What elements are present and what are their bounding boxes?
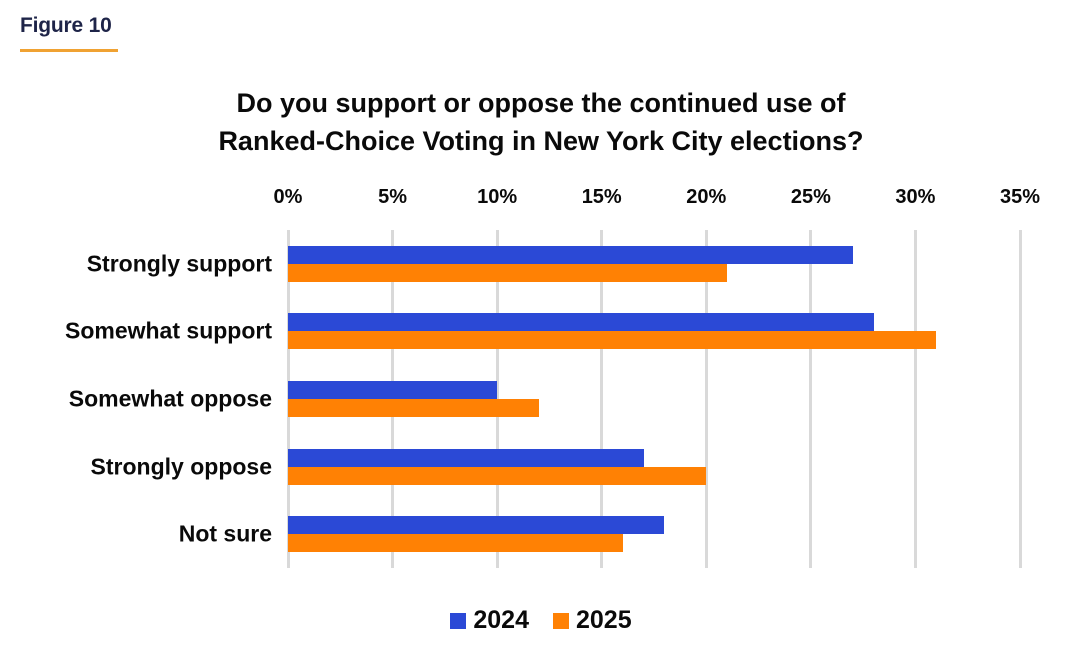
bar-2024-strongly-support (288, 245, 853, 264)
legend-swatch-2025 (553, 612, 569, 629)
gridline-15% (600, 230, 604, 568)
x-axis-tick-5%: 5% (378, 186, 408, 208)
bar-2024-not-sure (288, 516, 665, 535)
category-label: Somewhat support (64, 317, 272, 344)
bar-2025-strongly-support (288, 263, 728, 282)
bar-2024-somewhat-oppose (288, 381, 498, 399)
bar-2024-strongly-oppose (288, 448, 644, 467)
bar-2024-somewhat-support (288, 313, 874, 332)
x-axis-tick-35%: 35% (999, 186, 1041, 208)
legend-label-2025: 2025 (576, 606, 632, 634)
x-axis-tick-25%: 25% (790, 186, 831, 208)
category-label: Strongly oppose (90, 453, 272, 480)
gridline-20% (704, 230, 708, 568)
x-axis-tick-15%: 15% (581, 186, 622, 208)
legend-swatch-2024 (450, 612, 467, 629)
category-label: Not sure (178, 520, 272, 547)
legend-item-2024: 2024 (450, 606, 529, 635)
bar-2025-strongly-oppose (288, 466, 707, 485)
bar-2025-not-sure (288, 534, 623, 553)
chart-title-line-2: Ranked-Choice Voting in New York City el… (218, 126, 864, 156)
legend-label-2024: 2024 (473, 606, 529, 634)
x-axis-tick-30%: 30% (895, 186, 936, 208)
figure-label: Figure 10 (20, 14, 118, 52)
legend: 2024 2025 (0, 606, 1082, 635)
gridline-25% (809, 230, 813, 568)
x-axis-tick-20%: 20% (686, 186, 727, 208)
category-label: Somewhat oppose (68, 385, 272, 412)
category-label: Strongly support (86, 250, 272, 277)
gridline-35% (1018, 230, 1022, 568)
x-axis-tick-10%: 10% (477, 186, 518, 208)
gridline-30% (913, 230, 917, 568)
bar-2025-somewhat-support (288, 331, 937, 350)
x-axis-tick-0%: 0% (273, 186, 303, 208)
chart-title-line-1: Do you support or oppose the continued u… (236, 88, 846, 118)
legend-item-2025: 2025 (553, 606, 632, 635)
chart-title: Do you support or oppose the continued u… (0, 84, 1082, 160)
bar-2025-somewhat-oppose (288, 399, 539, 417)
